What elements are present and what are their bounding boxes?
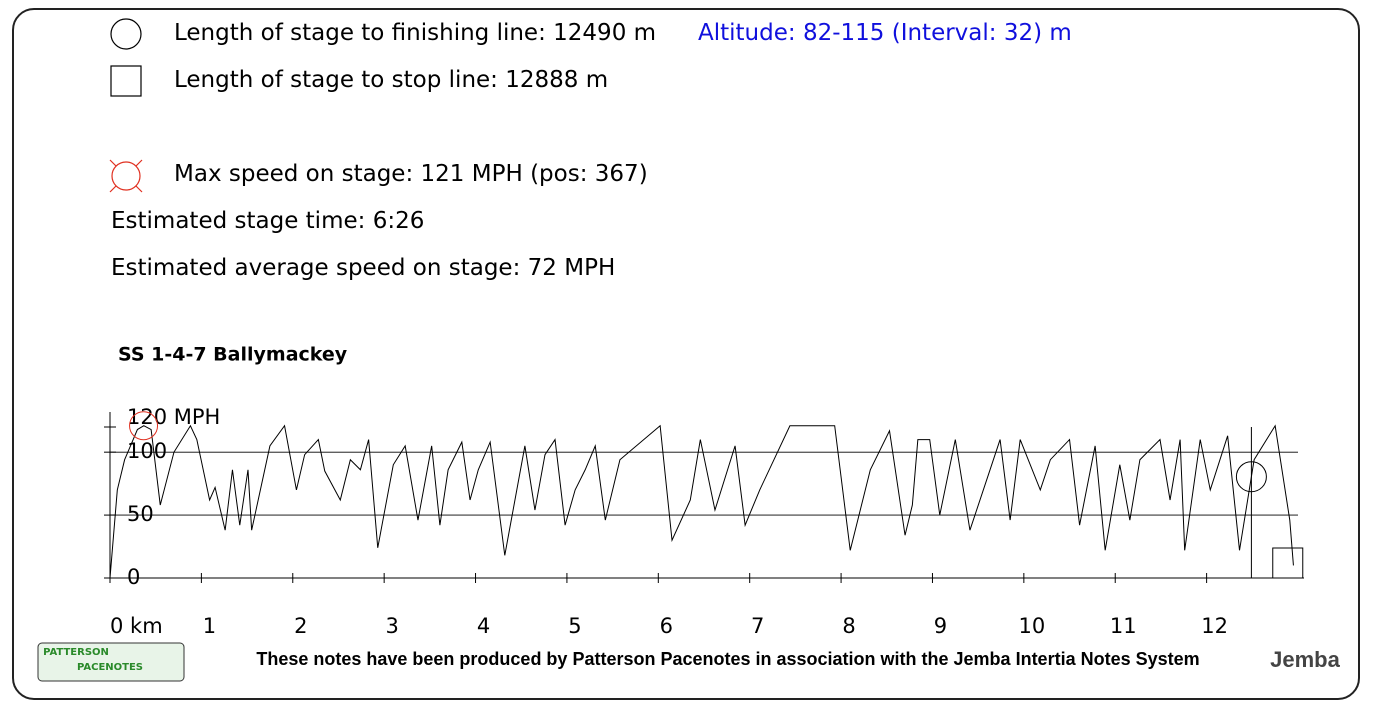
info-line: Estimated average speed on stage: 72 MPH [111,255,615,281]
label: Max speed on stage: [174,161,414,187]
altitude: Altitude: 82-115 (Interval: 32) m [698,20,1072,46]
unit: MPH [471,161,523,187]
y-tick-label: 0 [127,565,140,589]
logo-text: PATTERSON [43,647,109,658]
logo-left: PATTERSON PACENOTES [37,642,185,682]
unit: m [633,20,657,46]
y-tick-label: 120 MPH [127,405,220,429]
x-tick-label: 9 [934,614,947,638]
footer-text: These notes have been produced by Patter… [256,649,1199,669]
value: 72 [527,255,557,281]
unit: m [585,67,609,93]
x-tick-label: 0 km [110,614,163,638]
x-tick-label: 6 [660,614,673,638]
x-tick-label: 2 [294,614,307,638]
x-tick-label: 10 [1018,614,1045,638]
label: Estimated average speed on stage: [111,255,521,281]
max-legend-icon [109,159,143,193]
value: 121 [420,161,465,187]
chart-title: SS 1-4-7 Ballymackey [118,344,348,366]
value: 6:26 [372,208,425,234]
speed-line [109,424,1294,579]
x-tick-label: 11 [1110,614,1137,638]
unit: MPH [564,255,616,281]
logo-right: Jemba [1270,647,1340,672]
label: Length of stage to finishing line: [174,20,546,46]
x-tick-label: 12 [1201,614,1228,638]
y-tick-label: 50 [127,502,154,526]
x-tick-label: 8 [842,614,855,638]
value: 367 [594,161,639,187]
label: ) [638,161,648,187]
label: Estimated stage time: [111,208,366,234]
info-line: Max speed on stage: 121 MPH (pos: 367) [174,161,648,187]
x-tick-label: 7 [751,614,764,638]
logo-text: PACENOTES [77,662,143,673]
info-line: Estimated stage time: 6:26 [111,208,424,234]
x-tick-label: 4 [477,614,490,638]
y-tick-label: 100 [127,439,167,463]
info-line: Length of stage to finishing line: 12490… [174,20,656,46]
finish-marker [1235,461,1267,493]
frame [12,8,1360,700]
label: Length of stage to stop line: [174,67,498,93]
max-marker [129,411,159,441]
stop-marker [1272,547,1304,579]
stop-legend-icon [110,65,142,97]
value: 12888 [505,67,579,93]
label: (pos: [530,161,588,187]
x-tick-label: 1 [203,614,216,638]
value: 12490 [553,20,627,46]
x-tick-label: 5 [568,614,581,638]
finish-legend-icon [110,18,142,50]
x-tick-label: 3 [385,614,398,638]
info-line: Length of stage to stop line: 12888 m [174,67,608,93]
